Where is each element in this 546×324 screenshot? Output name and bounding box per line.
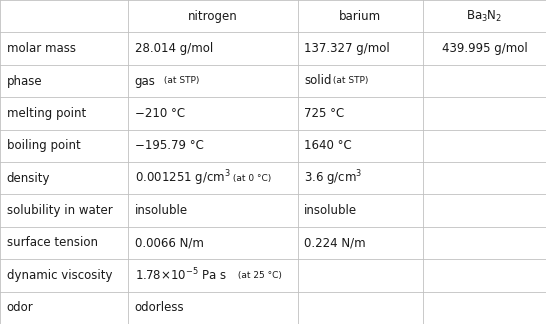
Text: (at 0 °C): (at 0 °C) [230, 174, 272, 183]
Text: barium: barium [339, 10, 382, 23]
Text: surface tension: surface tension [7, 237, 98, 249]
Text: boiling point: boiling point [7, 139, 80, 152]
Text: 0.001251 g/cm$^3$: 0.001251 g/cm$^3$ [135, 168, 230, 188]
Text: odorless: odorless [135, 301, 185, 314]
Text: solubility in water: solubility in water [7, 204, 112, 217]
Text: 0.0066 N/m: 0.0066 N/m [135, 237, 204, 249]
Text: 725 °C: 725 °C [304, 107, 345, 120]
Text: odor: odor [7, 301, 33, 314]
Text: 28.014 g/mol: 28.014 g/mol [135, 42, 213, 55]
Text: phase: phase [7, 75, 42, 87]
Text: 137.327 g/mol: 137.327 g/mol [304, 42, 390, 55]
Text: −210 °C: −210 °C [135, 107, 185, 120]
Text: 1.78$\times$10$^{-5}$ Pa s: 1.78$\times$10$^{-5}$ Pa s [135, 267, 227, 284]
Text: 3.6 g/cm$^3$: 3.6 g/cm$^3$ [304, 168, 363, 188]
Text: Ba$_3$N$_2$: Ba$_3$N$_2$ [466, 9, 503, 24]
Text: gas: gas [135, 75, 156, 87]
Text: dynamic viscosity: dynamic viscosity [7, 269, 112, 282]
Text: insoluble: insoluble [304, 204, 357, 217]
Text: 0.224 N/m: 0.224 N/m [304, 237, 366, 249]
Text: molar mass: molar mass [7, 42, 75, 55]
Text: (at STP): (at STP) [330, 76, 369, 86]
Text: (at 25 °C): (at 25 °C) [235, 271, 282, 280]
Text: −195.79 °C: −195.79 °C [135, 139, 204, 152]
Text: 439.995 g/mol: 439.995 g/mol [442, 42, 527, 55]
Text: (at STP): (at STP) [161, 76, 199, 86]
Text: 1640 °C: 1640 °C [304, 139, 352, 152]
Text: melting point: melting point [7, 107, 86, 120]
Text: insoluble: insoluble [135, 204, 188, 217]
Text: density: density [7, 172, 50, 185]
Text: solid: solid [304, 75, 331, 87]
Text: nitrogen: nitrogen [188, 10, 238, 23]
